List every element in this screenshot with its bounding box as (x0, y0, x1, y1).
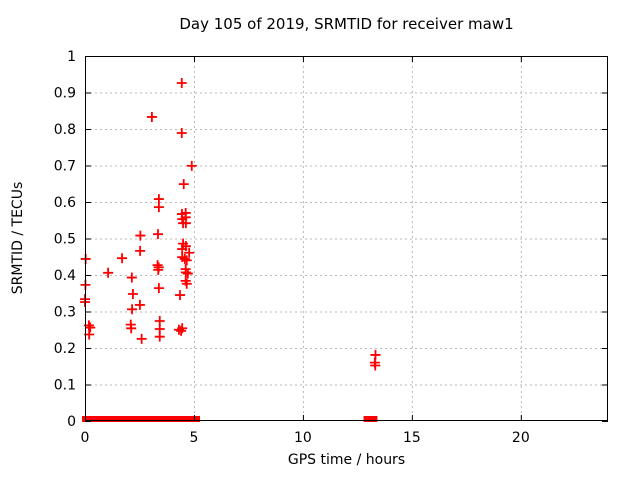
data-point-marker (153, 229, 164, 240)
data-point-marker (176, 128, 187, 139)
data-point-marker (126, 272, 137, 283)
x-tick-label: 15 (403, 430, 421, 446)
y-tick-label: 0.9 (54, 86, 76, 102)
zero-value-run (132, 416, 163, 422)
data-point-marker (146, 111, 157, 122)
data-point-marker (181, 278, 192, 289)
chart-title: Day 105 of 2019, SRMTID for receiver maw… (179, 15, 514, 33)
y-tick-label: 1 (67, 49, 76, 65)
y-tick-label: 0 (67, 414, 76, 430)
data-point-marker (179, 253, 190, 264)
zero-value-run (174, 416, 189, 422)
zero-value-run (159, 416, 177, 422)
x-tick-label: 0 (81, 430, 90, 446)
data-point-marker (180, 267, 191, 278)
data-point-marker (186, 160, 197, 171)
data-point-marker (178, 179, 189, 190)
data-point-marker (126, 323, 137, 334)
data-point-marker (154, 331, 165, 342)
data-point-marker (153, 264, 164, 275)
data-point-marker (135, 230, 146, 241)
data-point-marker (85, 322, 96, 333)
y-tick-label: 0.2 (54, 341, 76, 357)
data-point-marker (127, 288, 138, 299)
data-point-marker (182, 268, 193, 279)
zero-value-run (185, 416, 201, 422)
data-point-marker (135, 245, 146, 256)
data-point-marker (177, 323, 188, 334)
zero-value-run (363, 416, 378, 422)
data-point-marker (127, 304, 138, 315)
data-point-marker (370, 360, 381, 371)
y-tick-label: 0.7 (54, 159, 76, 175)
data-point-marker (134, 299, 145, 310)
y-tick-label: 0.5 (54, 232, 76, 248)
x-tick-label: 5 (189, 430, 198, 446)
data-point-marker (180, 218, 191, 229)
y-tick-label: 0.6 (54, 195, 76, 211)
data-point-marker (117, 253, 128, 264)
y-tick-label: 0.8 (54, 122, 76, 138)
zero-value-run (82, 416, 126, 422)
y-tick-label: 0.3 (54, 305, 76, 321)
y-tick-label: 0.4 (54, 268, 76, 284)
data-point-marker (175, 290, 186, 301)
x-tick-label: 20 (512, 430, 530, 446)
y-tick-label: 0.1 (54, 378, 76, 394)
data-point-marker (176, 78, 187, 89)
data-point-marker (181, 255, 192, 266)
x-axis-label: GPS time / hours (287, 452, 406, 468)
data-point-marker (153, 283, 164, 294)
data-point-marker (136, 333, 147, 344)
x-tick-label: 10 (294, 430, 312, 446)
data-point-marker (103, 267, 114, 278)
data-point-marker (184, 247, 195, 258)
zero-value-run (122, 416, 137, 422)
data-point-marker (153, 202, 164, 213)
data-point-marker (176, 325, 187, 336)
